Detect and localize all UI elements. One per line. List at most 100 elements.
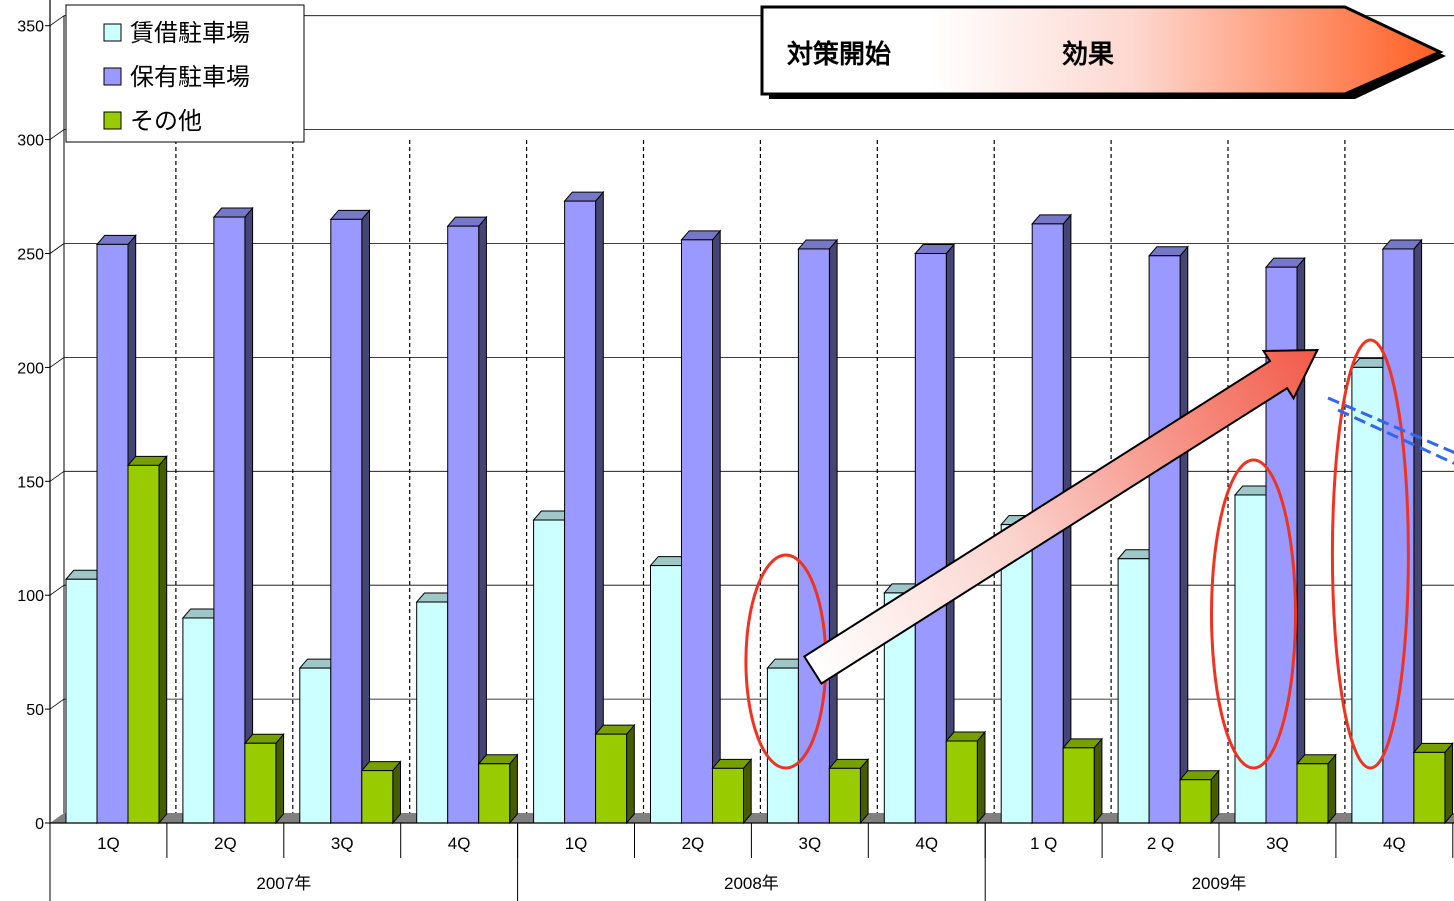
bar bbox=[1295, 753, 1337, 825]
category-label: 4Q bbox=[915, 834, 938, 853]
bar-front bbox=[330, 218, 363, 824]
y-tick-label: 200 bbox=[17, 360, 44, 377]
category-label: 1 Q bbox=[1030, 834, 1057, 853]
bar-front bbox=[712, 767, 744, 824]
y-tick-label: 300 bbox=[17, 133, 44, 150]
banner-effect-label: 効果 bbox=[1062, 39, 1114, 70]
bar-side bbox=[976, 730, 986, 825]
blue-dashed-trend-line bbox=[1337, 408, 1454, 465]
bar-side bbox=[1413, 238, 1423, 825]
bar-side bbox=[244, 206, 254, 825]
category-label: 2Q bbox=[682, 834, 705, 853]
bar-front bbox=[213, 216, 246, 824]
category-label: 2 Q bbox=[1147, 834, 1174, 853]
bar bbox=[563, 190, 605, 825]
bar-front bbox=[533, 519, 566, 824]
axes: 0 50 100 150 200 250 300 350 bbox=[17, 0, 1454, 901]
bar-front bbox=[1351, 366, 1384, 824]
x-axis-categories: 1Q 2Q 3Q 4Q 1Q 2Q 3Q 4Q 1 Q 2 Q 3Q 4Q 2007年 2008年 2009… bbox=[97, 823, 1454, 901]
gridline-depth bbox=[49, 15, 65, 27]
bar-side bbox=[1296, 256, 1306, 825]
bar-side bbox=[361, 208, 370, 825]
bar-front bbox=[299, 667, 332, 824]
bar bbox=[477, 753, 519, 825]
bar-front bbox=[1296, 763, 1329, 824]
bar-side bbox=[626, 723, 635, 825]
bar-front bbox=[914, 253, 947, 824]
bar-side bbox=[478, 215, 487, 825]
bar bbox=[329, 208, 371, 825]
bar-front bbox=[416, 601, 449, 824]
gridline-depth bbox=[49, 470, 65, 482]
bar-side bbox=[392, 760, 401, 825]
bar bbox=[212, 206, 254, 825]
y-tick-label: 350 bbox=[17, 19, 44, 36]
bar-side bbox=[743, 757, 752, 825]
category-label: 1Q bbox=[565, 834, 588, 853]
bar bbox=[1179, 769, 1220, 825]
gridline-depth bbox=[49, 698, 65, 710]
bar-front bbox=[1234, 494, 1267, 824]
bar bbox=[1148, 245, 1189, 825]
category-label: 1Q bbox=[97, 834, 120, 853]
bar-front bbox=[945, 740, 978, 824]
bar-front bbox=[65, 578, 98, 824]
y-tick-label: 250 bbox=[17, 247, 44, 264]
y-tick-label: 50 bbox=[26, 702, 44, 719]
bar bbox=[1412, 742, 1454, 825]
bar bbox=[711, 757, 753, 825]
legend: 賃借駐車場 保有駐車場 その他 bbox=[65, 4, 305, 143]
bar-side bbox=[158, 455, 168, 825]
legend-swatch-owned bbox=[103, 67, 122, 86]
blue-dashed-trend-line bbox=[1327, 396, 1454, 455]
bar-front bbox=[828, 767, 861, 824]
legend-label-owned: 保有駐車場 bbox=[130, 63, 250, 91]
category-label: 3Q bbox=[1266, 834, 1289, 853]
legend-label-other: その他 bbox=[130, 107, 202, 135]
category-label: 4Q bbox=[1383, 834, 1406, 853]
gridline-depth bbox=[49, 357, 65, 368]
measure-banner: 対策開始 効果 bbox=[760, 5, 1446, 99]
bar-side bbox=[828, 238, 838, 825]
bar-side bbox=[275, 732, 285, 825]
bar bbox=[243, 732, 285, 825]
banner-start-label: 対策開始 bbox=[787, 39, 891, 70]
y-tick-label: 0 bbox=[35, 816, 44, 833]
legend-swatch-other bbox=[103, 111, 122, 130]
bar-front bbox=[182, 617, 215, 824]
highlight-ellipse bbox=[1210, 458, 1297, 770]
bar-front bbox=[127, 464, 160, 824]
bar bbox=[1062, 737, 1103, 825]
y-tick-label: 100 bbox=[17, 588, 44, 605]
bar bbox=[1264, 256, 1306, 825]
bar-side bbox=[1444, 742, 1454, 825]
bar-front bbox=[447, 225, 480, 824]
bar-front bbox=[1148, 255, 1181, 824]
bar-side bbox=[1327, 753, 1337, 825]
bar-front bbox=[1179, 779, 1212, 824]
bar-front bbox=[96, 243, 129, 824]
legend-label-rental: 賃借駐車場 bbox=[130, 19, 250, 47]
gridline-depth bbox=[49, 243, 65, 254]
bar bbox=[828, 757, 870, 825]
bar bbox=[594, 723, 636, 825]
bar-side bbox=[1093, 737, 1103, 825]
category-label: 3Q bbox=[331, 834, 354, 853]
bar-side bbox=[509, 753, 518, 825]
year-group-label: 2007年 bbox=[256, 874, 311, 893]
category-label: 2Q bbox=[214, 834, 237, 853]
bar bbox=[446, 215, 488, 825]
year-group-label: 2009年 bbox=[1192, 874, 1247, 893]
bars bbox=[64, 190, 1454, 825]
quarter-dividers bbox=[175, 140, 1346, 813]
bar-front bbox=[1413, 751, 1446, 824]
bar-front bbox=[244, 742, 277, 824]
bar bbox=[945, 730, 987, 825]
bar-front bbox=[361, 770, 394, 824]
highlight-ellipse bbox=[1330, 338, 1410, 770]
bar-front bbox=[595, 733, 628, 824]
bar bbox=[126, 455, 168, 825]
bar-side bbox=[859, 757, 869, 825]
bar-front bbox=[564, 200, 597, 824]
